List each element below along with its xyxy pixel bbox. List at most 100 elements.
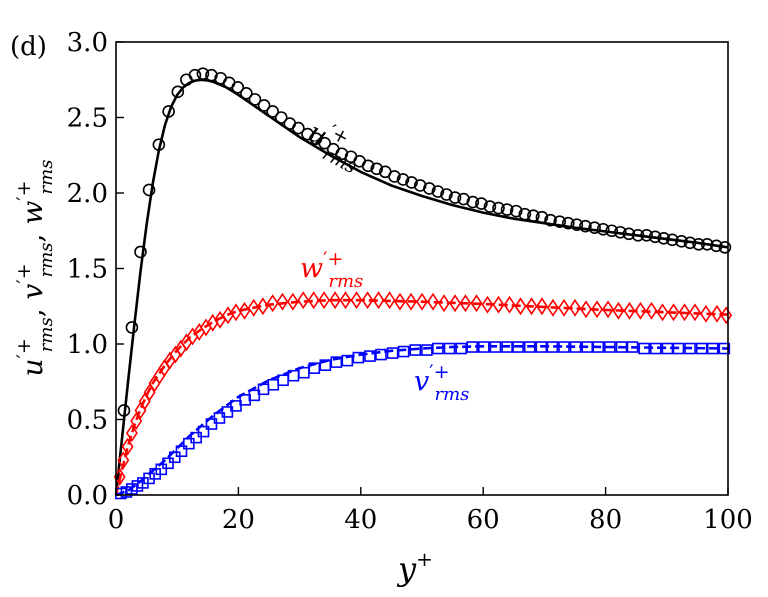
x-axis-ticks: 0 20 40 60 80 100 — [108, 487, 753, 535]
series-marker-w — [256, 297, 269, 316]
series-marker-u — [396, 173, 410, 186]
series-marker-v — [341, 354, 354, 367]
series-marker-v — [175, 445, 188, 458]
series-marker-u — [596, 222, 610, 236]
series-marker-u — [500, 203, 514, 216]
x-tick-label: 80 — [589, 505, 622, 535]
series-marker-w — [514, 297, 527, 316]
series-marker-v — [638, 342, 650, 355]
series-marker-v — [443, 342, 456, 355]
series-marker-u — [518, 207, 532, 221]
svg-text:w′+rms: w′+ rms — [300, 248, 363, 292]
series-marker-w — [143, 383, 156, 402]
series-marker-u — [240, 87, 253, 100]
series-marker-w — [383, 291, 396, 310]
series-marker-u — [231, 81, 245, 94]
series-marker-v — [501, 341, 513, 353]
series-marker-w — [238, 301, 251, 320]
series-marker-w — [656, 303, 669, 322]
series-marker-w — [276, 292, 289, 311]
y-tick-label: 2.0 — [67, 179, 108, 209]
series-marker-u — [579, 219, 592, 233]
series-marker-w — [125, 424, 138, 443]
series-marker-v — [672, 342, 685, 355]
series-marker-v — [197, 425, 210, 438]
series-marker-u — [292, 121, 305, 135]
series-marker-w — [711, 304, 723, 323]
series-marker-v — [221, 406, 234, 418]
series-marker-w — [372, 291, 385, 310]
series-marker-v — [649, 342, 662, 355]
series-marker-v — [684, 342, 696, 355]
series-marker-v — [615, 341, 628, 353]
series-marker-v — [248, 389, 261, 402]
series-marker-v — [308, 362, 321, 374]
series-marker-u — [388, 170, 401, 183]
series-marker-w — [569, 298, 581, 317]
series-marker-v — [183, 437, 195, 450]
series-marker-u — [431, 185, 445, 198]
series-marker-w — [449, 294, 462, 313]
y-tick-label: 0.5 — [67, 406, 108, 436]
x-tick-label: 100 — [703, 505, 753, 535]
series-label-u: u′+rms — [299, 112, 370, 178]
series-marker-u — [492, 201, 505, 215]
series-marker-w — [286, 292, 299, 311]
series-label-w: w′+ rms — [300, 248, 363, 292]
series-marker-v — [397, 345, 410, 358]
series-line-w — [114, 298, 729, 496]
series-marker-w — [438, 294, 450, 313]
series-marker-u — [613, 225, 627, 239]
series-marker-u — [553, 215, 567, 228]
series-marker-w — [186, 327, 199, 346]
series-marker-u — [248, 93, 262, 106]
series-marker-w — [307, 291, 320, 310]
series-marker-v — [604, 341, 616, 353]
series-marker-w — [688, 303, 701, 322]
series-marker-u — [318, 136, 331, 150]
series-marker-v — [190, 431, 202, 444]
series-marker-v — [661, 342, 674, 355]
series-marker-w — [667, 303, 680, 322]
series-marker-u — [605, 224, 619, 238]
series-marker-w — [459, 294, 472, 313]
series-marker-v — [535, 341, 548, 353]
series-marker-u — [448, 191, 462, 204]
series-marker-w — [700, 304, 712, 323]
y-axis-ticks: 0.0 0.5 1.0 1.5 2.0 2.5 3.0 — [67, 28, 124, 511]
series-marker-w — [612, 301, 625, 320]
series-marker-v — [558, 341, 570, 353]
series-marker-w — [153, 366, 166, 385]
series-marker-u — [509, 204, 523, 218]
y-tick-label: 1.5 — [67, 255, 108, 285]
series-marker-u — [683, 236, 697, 250]
series-marker-v — [213, 412, 226, 424]
series-marker-v — [466, 341, 478, 353]
series-marker-v — [375, 348, 387, 361]
series-marker-v — [409, 344, 422, 356]
svg-text:u′+rms, v′+rms, w′+rms: u′+rms, v′+rms, w′+rms — [13, 160, 57, 377]
svg-text:u′+rms: u′+rms — [299, 112, 370, 178]
series-marker-u — [142, 183, 156, 197]
y-tick-label: 0.0 — [67, 481, 108, 511]
series-marker-w — [623, 301, 636, 320]
series-marker-w — [405, 292, 417, 311]
series-marker-v — [168, 451, 181, 464]
series-marker-v — [569, 341, 582, 353]
plot-series — [113, 67, 733, 500]
series-marker-v — [695, 342, 708, 355]
series-marker-w — [634, 301, 647, 320]
series-label-v: v′+ rms — [414, 361, 469, 405]
series-marker-u — [405, 176, 418, 189]
series-marker-v — [581, 341, 594, 353]
series-marker-u — [588, 221, 601, 235]
series-marker-v — [478, 341, 490, 353]
series-marker-v — [364, 350, 376, 362]
y-tick-label: 1.0 — [67, 330, 108, 360]
series-marker-w — [525, 297, 538, 316]
series-marker-v — [230, 400, 242, 412]
series-marker-u — [631, 228, 645, 242]
series-marker-v — [718, 342, 731, 355]
series-marker-w — [361, 291, 374, 310]
series-marker-w — [535, 297, 548, 316]
